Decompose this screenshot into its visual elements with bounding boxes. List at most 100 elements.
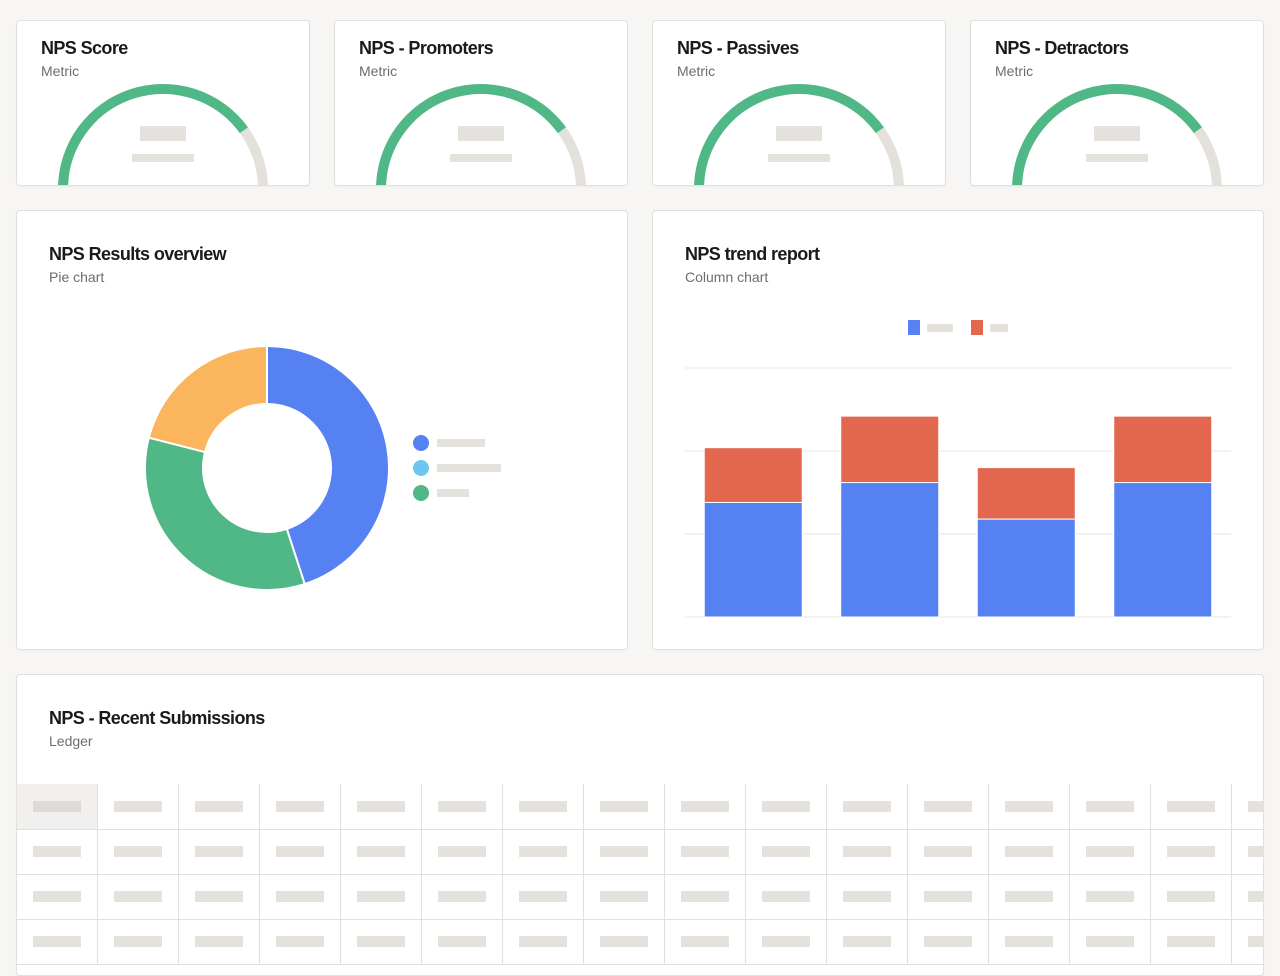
table-cell bbox=[908, 829, 989, 874]
table-cell bbox=[98, 919, 179, 964]
metric-card-nps-promoters: NPS - Promoters Metric bbox=[334, 20, 628, 186]
cell-placeholder bbox=[681, 936, 729, 947]
cell-placeholder bbox=[114, 936, 162, 947]
table-cell bbox=[179, 784, 260, 829]
legend-label-placeholder bbox=[437, 439, 485, 447]
cell-placeholder bbox=[438, 801, 486, 812]
table-cell bbox=[584, 829, 665, 874]
table-cell bbox=[503, 829, 584, 874]
table-cell bbox=[989, 784, 1070, 829]
bar-segment bbox=[1113, 482, 1213, 618]
card-title: NPS trend report bbox=[685, 244, 820, 264]
cell-placeholder bbox=[357, 891, 405, 902]
cell-placeholder bbox=[600, 801, 648, 812]
metric-subtitle: Metric bbox=[359, 63, 398, 79]
table-cell bbox=[179, 829, 260, 874]
table-cell bbox=[260, 784, 341, 829]
gauge-value-placeholder bbox=[776, 126, 822, 141]
cell-placeholder bbox=[195, 891, 243, 902]
gauge bbox=[58, 84, 268, 185]
table-row[interactable] bbox=[17, 874, 1263, 920]
cell-placeholder bbox=[1005, 801, 1053, 812]
cell-placeholder bbox=[114, 891, 162, 902]
table-cell bbox=[1070, 919, 1151, 964]
cell-placeholder bbox=[1005, 891, 1053, 902]
table-cell bbox=[1070, 784, 1151, 829]
cell-placeholder bbox=[1167, 891, 1215, 902]
gauge-label-placeholder bbox=[450, 154, 512, 162]
cell-placeholder bbox=[276, 936, 324, 947]
table-cell bbox=[989, 919, 1070, 964]
legend-swatch bbox=[413, 485, 429, 501]
cell-placeholder bbox=[195, 801, 243, 812]
cell-placeholder bbox=[438, 846, 486, 857]
table-cell bbox=[746, 784, 827, 829]
table-cell bbox=[422, 874, 503, 919]
bar-segment bbox=[976, 467, 1076, 520]
trend-report-card: NPS trend report Column chart bbox=[652, 210, 1264, 650]
ledger-header-row bbox=[17, 784, 1263, 830]
legend-swatch bbox=[413, 435, 429, 451]
cell-placeholder bbox=[681, 846, 729, 857]
pie-slice bbox=[144, 436, 306, 591]
card-title: NPS Results overview bbox=[49, 244, 227, 264]
cell-placeholder bbox=[33, 801, 81, 812]
cell-placeholder bbox=[600, 936, 648, 947]
cell-placeholder bbox=[33, 846, 81, 857]
table-cell bbox=[665, 784, 746, 829]
cell-placeholder bbox=[1167, 936, 1215, 947]
metric-card-nps-passives: NPS - Passives Metric bbox=[652, 20, 946, 186]
cell-placeholder bbox=[762, 801, 810, 812]
cell-placeholder bbox=[438, 936, 486, 947]
table-row[interactable] bbox=[17, 919, 1263, 965]
cell-placeholder bbox=[1248, 891, 1263, 902]
gauge-value-placeholder bbox=[458, 126, 504, 141]
metric-card-nps-detractors: NPS - Detractors Metric bbox=[970, 20, 1264, 186]
table-row[interactable] bbox=[17, 829, 1263, 875]
table-cell bbox=[665, 919, 746, 964]
bar-segment bbox=[840, 415, 940, 484]
donut-chart bbox=[144, 344, 501, 591]
metric-title: NPS - Detractors bbox=[995, 38, 1129, 58]
cell-placeholder bbox=[519, 936, 567, 947]
cell-placeholder bbox=[924, 846, 972, 857]
legend-label-placeholder bbox=[437, 489, 469, 497]
table-cell bbox=[98, 784, 179, 829]
cell-placeholder bbox=[276, 846, 324, 857]
table-cell bbox=[746, 919, 827, 964]
legend-swatch bbox=[908, 320, 920, 335]
pie-slice bbox=[147, 344, 268, 454]
bar-segment bbox=[703, 501, 803, 618]
bar-segment bbox=[976, 518, 1076, 618]
metric-title: NPS - Promoters bbox=[359, 38, 494, 58]
cell-placeholder bbox=[762, 846, 810, 857]
column-chart bbox=[685, 320, 1231, 618]
table-cell bbox=[17, 784, 98, 829]
cell-placeholder bbox=[1167, 801, 1215, 812]
cell-placeholder bbox=[1086, 846, 1134, 857]
table-cell bbox=[1232, 874, 1263, 919]
table-cell bbox=[98, 874, 179, 919]
table-cell bbox=[1232, 919, 1263, 964]
metric-title: NPS - Passives bbox=[677, 38, 799, 58]
cell-placeholder bbox=[843, 801, 891, 812]
legend-swatch bbox=[971, 320, 983, 335]
metric-subtitle: Metric bbox=[995, 63, 1034, 79]
table-cell bbox=[179, 919, 260, 964]
table-cell bbox=[503, 919, 584, 964]
table-cell bbox=[17, 874, 98, 919]
table-cell bbox=[503, 874, 584, 919]
legend-label-placeholder bbox=[927, 324, 953, 332]
cell-placeholder bbox=[357, 936, 405, 947]
cell-placeholder bbox=[276, 891, 324, 902]
table-cell bbox=[584, 784, 665, 829]
cell-placeholder bbox=[843, 846, 891, 857]
cell-placeholder bbox=[195, 846, 243, 857]
table-cell bbox=[989, 829, 1070, 874]
table-cell bbox=[1232, 784, 1263, 829]
table-cell bbox=[908, 784, 989, 829]
table-cell bbox=[1070, 829, 1151, 874]
cell-placeholder bbox=[843, 936, 891, 947]
results-overview-card: NPS Results overview Pie chart bbox=[16, 210, 628, 650]
table-cell bbox=[98, 829, 179, 874]
